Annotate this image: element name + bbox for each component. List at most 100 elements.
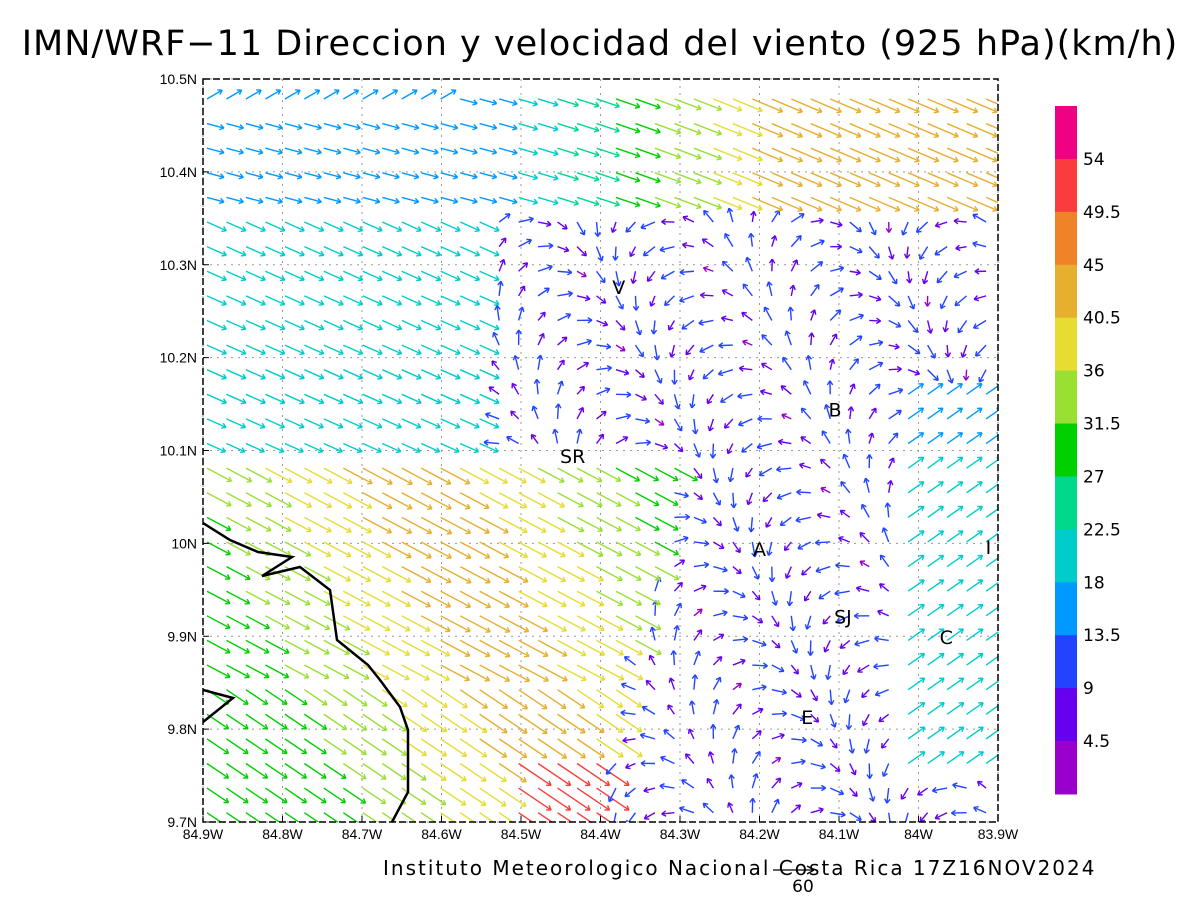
wind-vector [420,89,438,100]
wind-vector [206,664,231,679]
wind-vector [974,344,987,357]
wind-vector [972,319,987,329]
wind-vector [815,565,831,574]
wind-vector [284,787,308,804]
wind-vector [440,516,472,535]
wind-vector [459,516,490,534]
wind-vector [440,196,459,205]
wind-vector [459,245,481,257]
wind-vector [420,812,437,822]
wind-vector [323,738,347,755]
wind-vector [946,481,964,494]
wind-vector [738,365,753,372]
wind-vector [702,369,714,380]
wind-vector [946,702,965,715]
wind-vector [615,713,643,733]
wind-vector [596,492,622,507]
wind-vector [771,147,803,163]
y-tick-label: 10.1N [160,443,197,459]
axis-ticks: 84.9W 84.8W 84.7W 84.6W 84.5W 84.4W 84.3W 84.2W… [160,71,1019,842]
wind-vector [343,369,364,380]
wind-vector [362,393,383,405]
wind-vector [518,196,539,205]
wind-vector [362,221,383,233]
wind-vector [498,615,530,633]
wind-vector [518,98,539,107]
wind-vector [907,122,940,139]
wind-vector [752,639,767,647]
wind-vector [654,196,682,209]
wind-vector [888,98,920,114]
wind-vector [596,172,620,183]
wind-vector [771,732,785,740]
wind-vector [726,443,734,455]
wind-vector [479,393,500,405]
wind-vector [323,787,347,804]
wind-vector [756,442,773,450]
wind-vector [862,713,870,727]
wind-vector [693,492,704,501]
wind-vector [226,516,252,532]
wind-vector [362,664,390,681]
wind-vector [440,295,461,306]
wind-vector [511,382,520,395]
wind-vector [303,713,328,730]
wind-vector [960,344,968,358]
wind-vector [741,442,753,453]
wind-vector [265,713,288,730]
wind-vector [381,492,413,510]
wind-vector [342,615,371,631]
wind-vector [381,541,412,559]
wind-vector [810,172,842,188]
wind-vector [687,728,695,740]
wind-vector [849,172,881,188]
wind-vector [966,505,983,518]
wind-vector [712,655,723,666]
wind-vector [362,639,391,656]
wind-vector [459,319,481,331]
wind-vector [284,319,305,331]
wind-vector [206,516,232,532]
wind-vector [206,615,231,630]
wind-vector [557,172,580,182]
wind-vector [927,407,944,420]
wind-vector [874,689,889,697]
wind-vector [401,270,422,282]
wind-vector [226,762,249,779]
wind-vector [245,147,264,155]
wind-vector [226,565,251,581]
wind-vector [304,270,325,282]
wind-vector [557,565,586,582]
place-label: SJ [834,607,852,629]
wind-vector [518,262,529,272]
wind-vector [877,609,889,617]
wind-vector [966,407,983,420]
wind-vector [907,726,926,740]
wind-vector [284,89,301,100]
wind-vector [323,295,344,306]
wind-vector [284,369,305,380]
wind-vector [691,418,699,435]
wind-vector [646,270,656,282]
wind-vector [323,393,344,405]
wind-vector [649,626,656,641]
wind-vector [674,172,702,185]
wind-vector [440,762,467,782]
wind-vector [401,639,431,657]
coastline-point [203,688,236,723]
wind-vector [900,787,909,800]
colorbar-label: 54 [1083,150,1105,170]
wind-vector [825,664,832,681]
wind-vector [556,359,565,371]
wind-vector [934,812,948,820]
wind-vector [460,172,478,180]
wind-vector [796,488,811,496]
wind-vector [654,516,679,531]
wind-vector [679,268,694,276]
wind-vector [362,516,392,534]
wind-vector [226,221,247,233]
wind-vector [674,535,689,543]
wind-vector [810,309,817,321]
wind-vector [284,147,303,155]
wind-vector [596,639,624,656]
